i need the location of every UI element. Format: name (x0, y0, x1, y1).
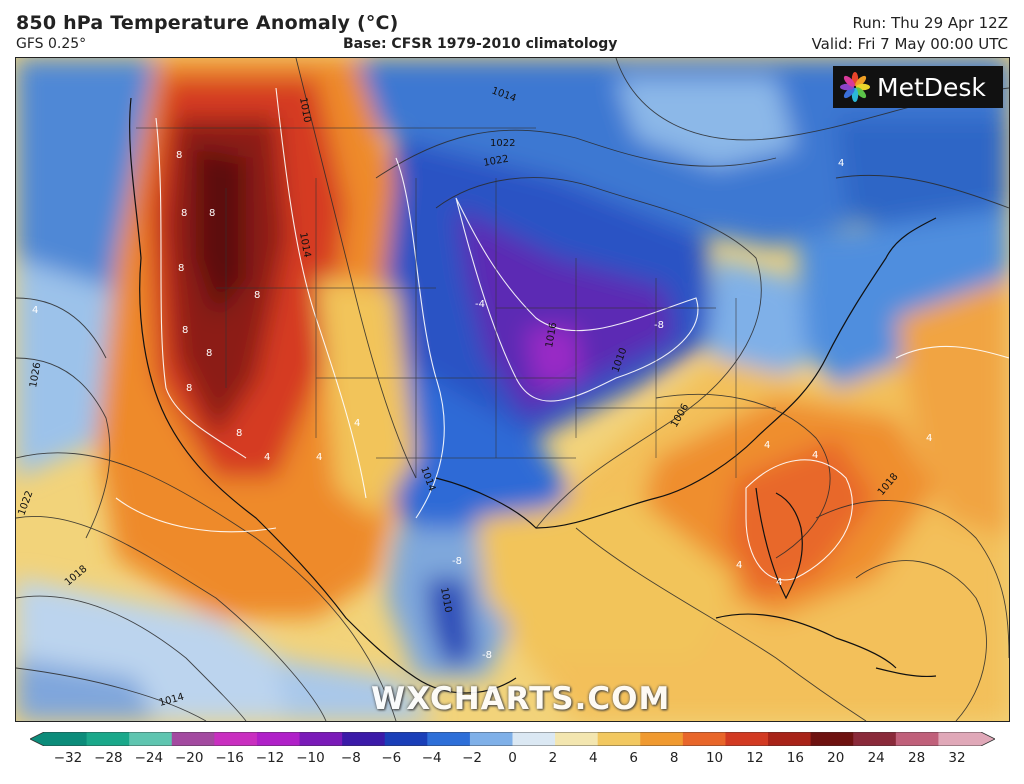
colorbar-segment (555, 732, 599, 746)
anomaly-label: 8 (181, 208, 187, 219)
colorbar-segment (682, 732, 727, 746)
isobar-label: 1010 (438, 587, 453, 614)
anomaly-label: -8 (452, 556, 462, 567)
isobar-label: 1010 (297, 97, 312, 124)
metdesk-logo: MetDesk (833, 66, 1003, 108)
colorbar-tick-label: 24 (867, 750, 885, 766)
colorbar-segment (853, 732, 897, 746)
colorbar-segment (725, 732, 769, 746)
state-borders (136, 127, 776, 478)
colorbar-segment (86, 732, 130, 746)
anomaly-label: -8 (482, 650, 492, 661)
anomaly-label: -8 (654, 320, 664, 331)
anomaly-field (16, 58, 1009, 721)
anomaly-label: -4 (475, 299, 485, 310)
colorbar-segment (299, 732, 343, 746)
anomaly-label: 4 (264, 452, 270, 463)
anomaly-label: 4 (812, 450, 818, 461)
colorbar-tick-label: −20 (174, 750, 204, 766)
colorbar-segment (768, 732, 812, 746)
run-time-label: Run: Thu 29 Apr 12Z (852, 14, 1008, 32)
colorbar-labels: −32 −28 −24 −20 −16 −12 −10 −8 −6 −4 −2 0 2 4 6 8 10 12 16… (0, 750, 1024, 770)
colorbar-tick-label: 12 (746, 750, 764, 766)
colorbar-tick-label: −10 (296, 750, 325, 766)
metdesk-flower-icon (840, 72, 870, 102)
colorbar-tick-label: 28 (907, 750, 926, 766)
chart-title: 850 hPa Temperature Anomaly (°C) (16, 12, 399, 34)
anomaly-label: 4 (838, 158, 844, 169)
colorbar-segment (640, 732, 684, 746)
colorbar-tick-label: 0 (508, 750, 517, 766)
colorbar-segment (129, 732, 173, 746)
colorbar-tick-label: −28 (94, 750, 123, 766)
colorbar-segment (597, 732, 641, 746)
colorbar-tick-label: −24 (134, 750, 164, 766)
anomaly-label: 8 (236, 428, 242, 439)
map-canvas: 1022 1022 1010 1014 1026 1022 1018 1014 … (16, 58, 1009, 721)
colorbar-tick-label: 8 (669, 750, 679, 766)
isobar-label: 1022 (483, 154, 510, 169)
anomaly-contours (115, 87, 1009, 581)
model-label: GFS 0.25° (16, 36, 87, 52)
anomaly-label: 8 (176, 150, 182, 161)
colorbar-segment (342, 732, 386, 746)
colorbar-tick-label: −8 (340, 750, 361, 766)
colorbar-segment (384, 732, 428, 746)
anomaly-label: 4 (32, 305, 38, 316)
colorbar-segments (30, 732, 995, 746)
colorbar-tick-label: −32 (53, 750, 83, 766)
wxcharts-watermark: WXCHARTS.COM (371, 681, 671, 717)
isobar-label: 1016 (544, 322, 559, 349)
colorbar-tick-label: −6 (381, 750, 402, 766)
colorbar-segment (256, 732, 301, 746)
colorbar-tick-label: 20 (827, 750, 845, 766)
isobar-label: 1026 (28, 362, 43, 389)
colorbar-tick-label: 16 (786, 750, 804, 766)
colorbar-tick-label: −4 (421, 750, 442, 766)
colorbar-segment (512, 732, 556, 746)
colorbar-left-arrow (30, 732, 44, 746)
colorbar-tick-label: 4 (589, 750, 598, 766)
anomaly-label: 4 (316, 452, 322, 463)
isobar-lines (16, 58, 1009, 721)
coastlines (129, 97, 937, 694)
metdesk-logo-text: MetDesk (877, 72, 986, 102)
colorbar-tick-label: 32 (948, 750, 966, 766)
colorbar-segment (427, 732, 471, 746)
anomaly-label: 8 (206, 348, 212, 359)
anomaly-label: 4 (776, 577, 782, 588)
anomaly-label-group: 8 8 8 8 8 8 8 8 8 4 4 4 4 -4 -8 -8 -8 4 … (32, 150, 932, 661)
anomaly-label: 4 (926, 433, 932, 444)
isobar-label: 1022 (490, 138, 515, 149)
isobar-label: 1014 (297, 232, 312, 259)
colorbar-segment (895, 732, 940, 746)
anomaly-label: 8 (209, 208, 215, 219)
base-climatology-label: Base: CFSR 1979-2010 climatology (343, 36, 618, 52)
anomaly-label: 4 (736, 560, 742, 571)
colorbar-segment (938, 732, 982, 746)
colorbar-segment (810, 732, 854, 746)
colorbar-segment (214, 732, 258, 746)
anomaly-label: 8 (186, 383, 192, 394)
colorbar-tick-label: 2 (548, 750, 558, 766)
colorbar-segment (171, 732, 215, 746)
colorbar-tick-label: 6 (629, 750, 639, 766)
colorbar-right-arrow (981, 732, 995, 746)
colorbar-tick-label: −16 (215, 750, 244, 766)
temperature-anomaly-map: 1022 1022 1010 1014 1026 1022 1018 1014 … (15, 57, 1010, 722)
colorbar-tick-label: 10 (705, 750, 724, 766)
colorbar (30, 732, 995, 746)
anomaly-label: 4 (354, 418, 360, 429)
anomaly-label: 4 (764, 440, 770, 451)
anomaly-label: 8 (254, 290, 260, 301)
valid-time-label: Valid: Fri 7 May 00:00 UTC (811, 35, 1008, 53)
anomaly-label: 8 (182, 325, 188, 336)
colorbar-segment (469, 732, 514, 746)
colorbar-segment (44, 732, 88, 746)
colorbar-tick-label: −2 (462, 750, 483, 766)
anomaly-label: 8 (178, 263, 184, 274)
colorbar-tick-label: −12 (255, 750, 285, 766)
